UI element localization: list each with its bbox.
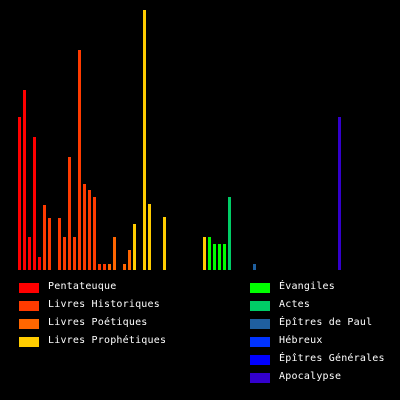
legend-label: Hébreux xyxy=(279,335,323,346)
bar-6 xyxy=(48,218,51,270)
bar-16 xyxy=(98,264,101,270)
bar-9 xyxy=(63,237,66,270)
legend-label: Livres Poétiques xyxy=(48,317,148,328)
bar-38 xyxy=(208,237,211,270)
bar-1 xyxy=(23,90,26,270)
bar-21 xyxy=(123,264,126,270)
bar-19 xyxy=(113,237,116,270)
bar-3 xyxy=(33,137,36,270)
bar-42 xyxy=(228,197,231,270)
legend-label: Épîtres Générales xyxy=(279,353,385,364)
legend-label: Épîtres de Paul xyxy=(279,317,373,328)
legend-swatch xyxy=(19,337,39,347)
bar-23 xyxy=(133,224,136,270)
bar-8 xyxy=(58,218,61,270)
legend-label: Livres Historiques xyxy=(48,299,160,310)
bar-64 xyxy=(338,117,341,270)
legend-swatch xyxy=(19,319,39,329)
bar-47 xyxy=(253,264,256,270)
bar-13 xyxy=(83,184,86,270)
legend-label: Pentateuque xyxy=(48,281,117,292)
legend-swatch xyxy=(19,301,39,311)
bar-22 xyxy=(128,250,131,270)
bar-0 xyxy=(18,117,21,270)
bar-5 xyxy=(43,205,46,270)
legend-swatch xyxy=(250,373,270,383)
bar-26 xyxy=(148,204,151,270)
bar-40 xyxy=(218,244,221,270)
bar-15 xyxy=(93,197,96,270)
bar-14 xyxy=(88,190,91,270)
bar-17 xyxy=(103,264,106,270)
legend-label: Évangiles xyxy=(279,281,335,292)
legend-swatch xyxy=(19,283,39,293)
legend-swatch xyxy=(250,319,270,329)
bar-39 xyxy=(213,244,216,270)
legend-label: Livres Prophétiques xyxy=(48,335,167,346)
legend-swatch xyxy=(250,337,270,347)
bar-2 xyxy=(28,237,31,270)
bar-12 xyxy=(78,50,81,270)
bar-37 xyxy=(203,237,206,270)
legend-label: Actes xyxy=(279,299,311,310)
bar-18 xyxy=(108,264,111,270)
bar-11 xyxy=(73,237,76,270)
legend-swatch xyxy=(250,283,270,293)
bar-41 xyxy=(223,244,226,270)
bar-10 xyxy=(68,157,71,270)
bar-4 xyxy=(38,257,41,270)
legend-label: Apocalypse xyxy=(279,371,342,382)
bar-25 xyxy=(143,10,146,270)
legend-swatch xyxy=(250,355,270,365)
bar-29 xyxy=(163,217,166,270)
legend-swatch xyxy=(250,301,270,311)
